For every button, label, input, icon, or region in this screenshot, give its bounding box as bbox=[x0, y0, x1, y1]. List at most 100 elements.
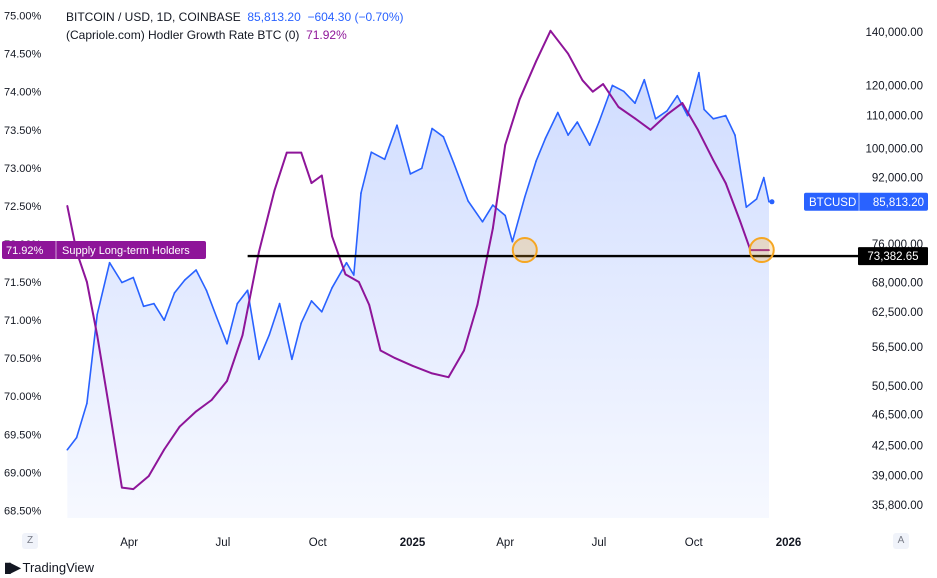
right-axis-tick-label: 68,000.00 bbox=[872, 278, 923, 290]
right-axis-tick-label: 42,500.00 bbox=[872, 441, 923, 453]
lth-supply-point bbox=[86, 281, 88, 283]
btcusd-point bbox=[544, 137, 547, 140]
btcusd-point bbox=[703, 108, 705, 111]
btcusd-point bbox=[535, 160, 537, 162]
lth-supply-point bbox=[300, 151, 303, 154]
tradingview-brand: TradingView bbox=[22, 560, 95, 575]
x-axis-tick-label: 2025 bbox=[400, 537, 426, 549]
btcusd-point bbox=[396, 124, 398, 126]
lth-tag-value: 71.92% bbox=[6, 245, 44, 257]
lth-supply-point bbox=[591, 90, 594, 93]
auto-scale-button[interactable]: A bbox=[893, 533, 909, 549]
lth-supply-point bbox=[379, 349, 382, 352]
lth-supply-point bbox=[96, 334, 99, 337]
btcusd-point bbox=[195, 269, 197, 271]
left-axis-tick-label: 70.50% bbox=[4, 353, 42, 365]
btcusd-point bbox=[622, 90, 625, 93]
btcusd-tag-value: 85,813.20 bbox=[873, 197, 924, 209]
tradingview-footer[interactable]: ▮▶ TradingView bbox=[4, 559, 94, 576]
btcusd-point bbox=[634, 102, 636, 104]
btcusd-tag-name: BTCUSD bbox=[809, 197, 856, 209]
btcusd-point bbox=[258, 358, 260, 361]
btcusd-point bbox=[676, 94, 679, 97]
lth-supply-point bbox=[739, 220, 741, 223]
lth-supply-point bbox=[759, 249, 762, 252]
horizontal-line-value-tag bbox=[858, 247, 928, 266]
lth-supply-point bbox=[518, 98, 521, 101]
left-axis-tick-label: 74.50% bbox=[4, 49, 42, 61]
btcusd-point bbox=[108, 261, 111, 264]
symbol-label: BITCOIN / USD, 1D, COINBASE bbox=[66, 10, 241, 24]
btcusd-point bbox=[654, 118, 657, 120]
btcusd-area bbox=[67, 72, 770, 518]
btcusd-point bbox=[768, 201, 770, 203]
btcusd-point bbox=[236, 302, 239, 305]
btcusd-point bbox=[75, 436, 78, 439]
btcusd-point bbox=[557, 111, 559, 114]
lth-supply-point bbox=[567, 52, 569, 55]
btcusd-point bbox=[132, 276, 135, 279]
btcusd-point bbox=[467, 200, 469, 202]
right-axis-tick-label: 46,500.00 bbox=[872, 409, 923, 421]
btcusd-point bbox=[268, 334, 271, 336]
btcusd-point bbox=[383, 158, 386, 161]
lth-supply-point bbox=[666, 113, 668, 116]
left-axis-tick-label: 69.50% bbox=[4, 429, 42, 441]
btcusd-point bbox=[96, 313, 98, 316]
lth-supply-point bbox=[163, 448, 166, 451]
lth-supply-point bbox=[697, 128, 699, 131]
right-axis-tick-label: 140,000.00 bbox=[865, 27, 923, 39]
btcusd-point bbox=[666, 110, 668, 112]
btcusd-point bbox=[360, 192, 362, 194]
right-axis-tick-label: 56,500.00 bbox=[872, 342, 923, 354]
lth-supply-point bbox=[258, 250, 260, 253]
btcusd-last-point bbox=[769, 199, 775, 205]
btcusd-point bbox=[611, 84, 614, 87]
btcusd-value-tag bbox=[804, 192, 928, 211]
timezone-button[interactable]: Z bbox=[22, 533, 38, 549]
right-axis-tick-label: 62,500.00 bbox=[872, 307, 923, 319]
btcusd-point bbox=[331, 286, 333, 289]
btcusd-point bbox=[698, 71, 700, 74]
lth-supply-point bbox=[107, 402, 110, 405]
btcusd-point bbox=[205, 289, 208, 292]
x-axis-tick-label: Oct bbox=[309, 537, 328, 549]
lth-supply-point bbox=[649, 128, 652, 131]
btcusd-point bbox=[598, 121, 600, 123]
lth-supply-point bbox=[368, 304, 371, 306]
btcusd-point bbox=[173, 292, 176, 294]
lth-supply-point bbox=[724, 182, 727, 185]
price-change: −604.30 (−0.70%) bbox=[307, 10, 404, 24]
lth-tag-name: Supply Long-term Holders bbox=[62, 245, 190, 257]
lth-supply-point bbox=[273, 189, 276, 192]
btcusd-point bbox=[511, 240, 514, 243]
indicator-label: (Capriole.com) Hodler Growth Rate BTC (0… bbox=[66, 28, 300, 42]
right-axis-tick-label: 100,000.00 bbox=[865, 144, 923, 156]
lth-supply-point bbox=[504, 144, 507, 146]
lth-supply-point bbox=[491, 227, 494, 230]
right-axis-tick-label: 39,000.00 bbox=[872, 470, 923, 482]
btcusd-point bbox=[353, 274, 355, 276]
x-axis-tick-label: Jul bbox=[216, 537, 231, 549]
btcusd-point bbox=[481, 221, 484, 223]
btcusd-point bbox=[370, 151, 373, 153]
btcusd-point bbox=[524, 196, 526, 198]
lth-supply-point bbox=[344, 273, 347, 276]
legend: BITCOIN / USD, 1D, COINBASE 85,813.20 −6… bbox=[66, 8, 404, 44]
lth-supply-point bbox=[681, 102, 684, 104]
x-axis-tick-label: Jul bbox=[592, 537, 607, 549]
tradingview-logo-icon: ▮▶ bbox=[4, 559, 21, 575]
lth-supply-point bbox=[210, 399, 213, 401]
lth-supply-point bbox=[411, 364, 414, 367]
left-axis-tick-label: 71.50% bbox=[4, 277, 42, 289]
btcusd-point bbox=[745, 206, 748, 208]
btcusd-point bbox=[492, 204, 494, 206]
btcusd-point bbox=[431, 127, 433, 130]
lth-supply-point bbox=[768, 249, 770, 252]
lth-value-tag bbox=[2, 241, 206, 260]
btcusd-point bbox=[66, 448, 69, 451]
lth-supply-point bbox=[476, 304, 479, 306]
lth-supply-point bbox=[241, 334, 244, 337]
btcusd-point bbox=[421, 167, 423, 170]
